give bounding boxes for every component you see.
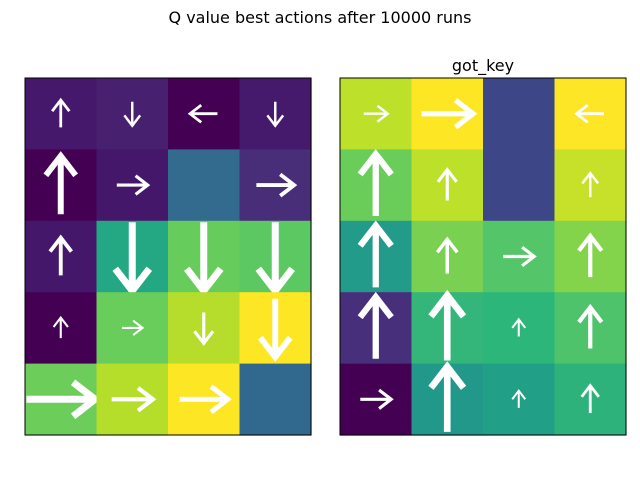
- arrow-down-icon: [266, 101, 285, 128]
- arrow-up-icon: [48, 234, 73, 276]
- arrow-right-icon: [256, 172, 298, 198]
- figure-suptitle: Q value best actions after 10000 runs: [168, 8, 472, 27]
- arrow-up-icon: [428, 289, 467, 361]
- arrow-up-icon: [51, 97, 71, 128]
- arrow-up-icon: [357, 220, 394, 288]
- arrow-left-icon: [187, 103, 218, 124]
- arrow-up-icon: [428, 361, 467, 432]
- arrow-right-icon: [121, 319, 145, 336]
- arrow-up-icon: [581, 171, 600, 198]
- arrow-down-icon: [193, 312, 215, 346]
- arrow-up-icon: [511, 317, 527, 337]
- arrow-right-icon: [26, 379, 101, 420]
- arrow-up-icon: [52, 315, 69, 339]
- heatmap-panel-left: [24, 77, 312, 436]
- arrow-right-icon: [116, 174, 151, 196]
- arrow-right-icon: [111, 386, 157, 413]
- arrow-right-icon: [421, 98, 478, 130]
- heatmap-cell-r4-c3: [239, 363, 312, 436]
- heatmap-cell-r0-c2: [483, 78, 556, 150]
- arrow-up-icon: [511, 389, 527, 408]
- arrow-up-icon: [436, 167, 458, 201]
- arrow-down-icon: [255, 222, 296, 297]
- arrow-down-icon: [123, 101, 142, 128]
- axes-frame: [339, 77, 627, 436]
- heatmap-cell-r1-c2: [168, 149, 241, 222]
- arrow-up-icon: [580, 383, 600, 414]
- heatmap-cell-r1-c2: [483, 149, 556, 222]
- heatmap-panel-got-key: got_key: [339, 56, 627, 436]
- panel-title: got_key: [452, 56, 514, 76]
- arrow-up-icon: [435, 236, 459, 274]
- arrow-right-icon: [360, 388, 394, 410]
- axes-frame: [24, 77, 312, 436]
- arrow-right-icon: [503, 245, 537, 268]
- arrow-down-icon: [257, 298, 293, 362]
- arrow-down-icon: [183, 222, 224, 297]
- arrow-left-icon: [574, 103, 604, 124]
- arrow-right-icon: [363, 104, 390, 123]
- arrow-up-icon: [357, 291, 394, 359]
- arrow-up-icon: [43, 151, 79, 215]
- arrow-up-icon: [357, 149, 394, 216]
- arrow-right-icon: [179, 384, 232, 415]
- arrow-up-icon: [577, 303, 604, 349]
- arrow-up-icon: [577, 232, 604, 278]
- arrow-down-icon: [112, 222, 153, 297]
